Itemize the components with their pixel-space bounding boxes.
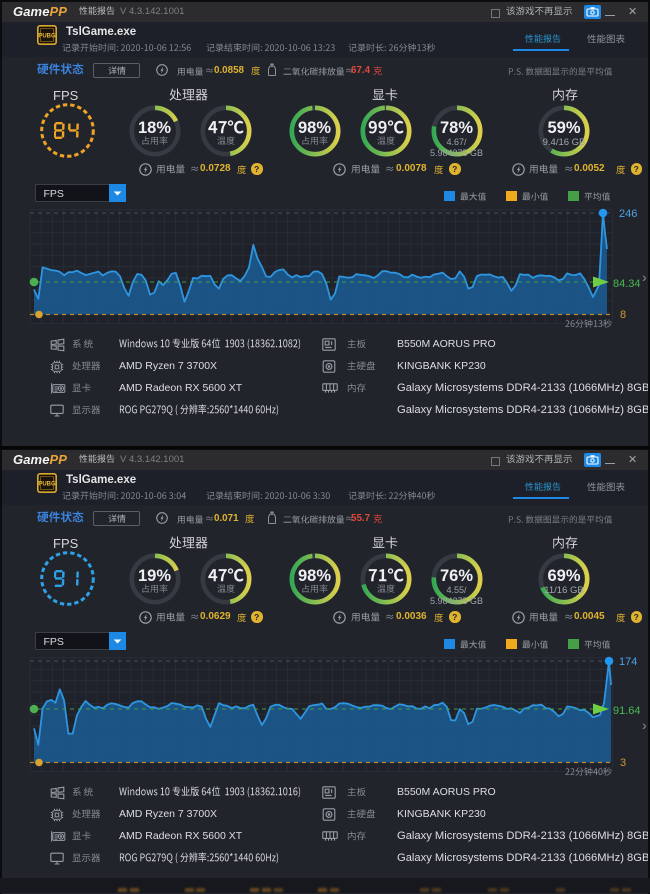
svg-text:PUBG: PUBG xyxy=(38,481,56,487)
svg-text:PUBG: PUBG xyxy=(38,33,56,39)
